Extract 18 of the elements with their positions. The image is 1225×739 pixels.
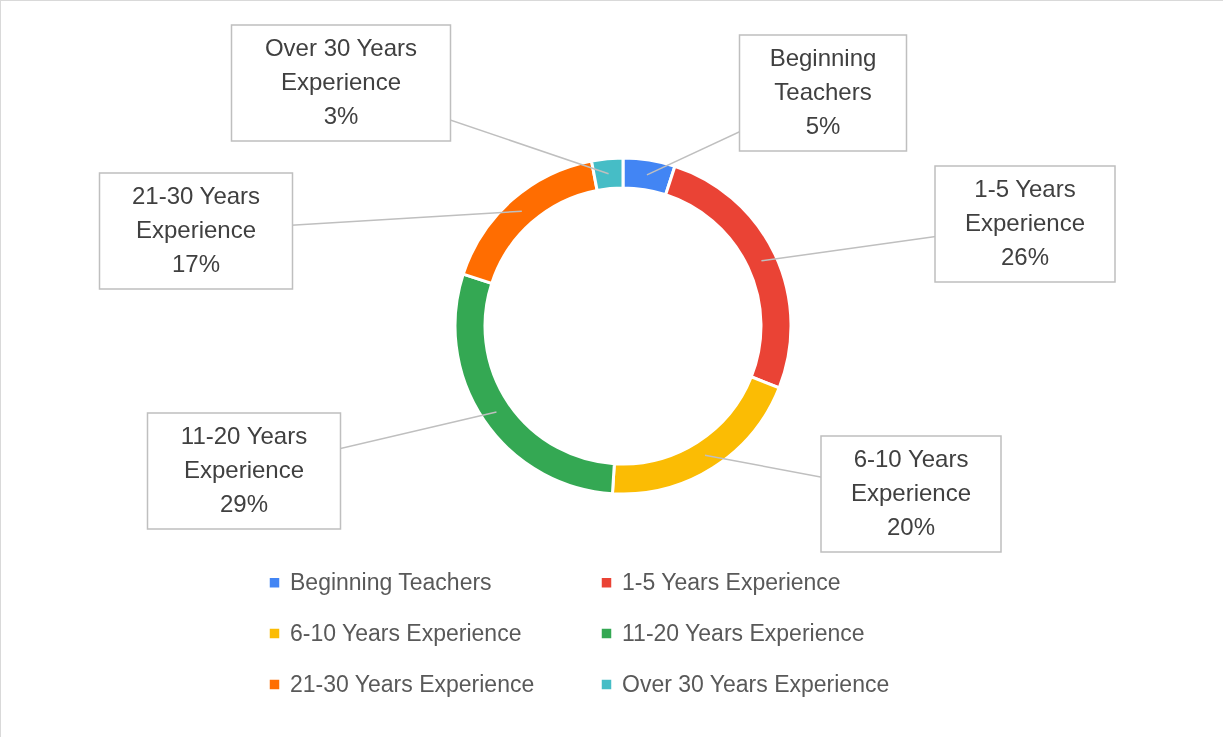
data-label: 29% — [219, 490, 269, 517]
data-label: 17% — [171, 250, 221, 277]
legend-label: 11-20 Years Experience — [622, 619, 865, 646]
data-label: 20% — [886, 513, 936, 540]
slice-label: 1-5 Years Experience — [964, 175, 1086, 236]
legend-label: Over 30 Years Experience — [622, 670, 890, 697]
data-label: 5% — [805, 112, 841, 139]
legend-label: Beginning Teachers — [290, 568, 492, 595]
slice-label: Over 30 Years Experience — [264, 34, 418, 95]
slice-label: 21-30 Years Experience — [131, 182, 261, 243]
data-label: 3% — [323, 102, 359, 129]
legend-label: 21-30 Years Experience — [290, 670, 535, 697]
legend-label: 1-5 Years Experience — [622, 568, 841, 595]
slice-label: Beginning Teachers — [769, 44, 877, 105]
data-label: 26% — [1000, 243, 1050, 270]
legend-label: 6-10 Years Experience — [290, 619, 522, 646]
slice-label: 6-10 Years Experience — [850, 445, 972, 506]
slice-label: 11-20 Years Experience — [180, 422, 308, 483]
